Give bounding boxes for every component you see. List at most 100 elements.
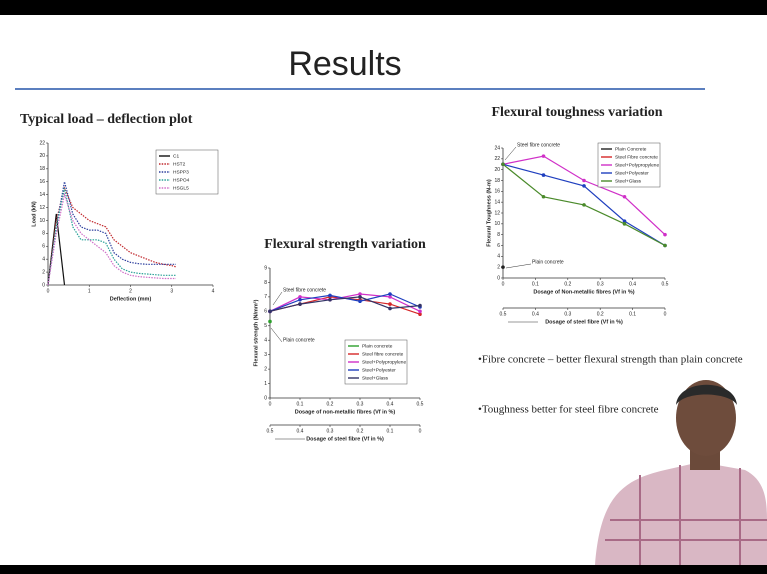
legend-label: HSGL5 bbox=[173, 185, 189, 191]
marker bbox=[541, 154, 546, 158]
x-axis-label: Dosage of non-metallic fibres (Vf in %) bbox=[295, 409, 396, 415]
marker bbox=[388, 295, 392, 299]
legend-label: Steel+Polypropylene bbox=[362, 359, 406, 365]
y-tick-label: 9 bbox=[264, 265, 267, 271]
y-tick-label: 0 bbox=[264, 395, 267, 401]
x2-tick-label: 0.3 bbox=[564, 311, 571, 317]
y-tick-label: 2 bbox=[264, 366, 267, 372]
x2-tick-label: 0.2 bbox=[597, 311, 604, 317]
marker bbox=[418, 312, 422, 317]
y-tick-label: 22 bbox=[494, 156, 500, 162]
slide-title: Results bbox=[288, 45, 401, 83]
legend-label: Steel+Polyester bbox=[615, 170, 649, 176]
x-tick-label: 3 bbox=[170, 288, 173, 294]
chart-title: Flexural toughness variation bbox=[491, 105, 662, 120]
x2-tick-label: 0.4 bbox=[532, 311, 539, 317]
marker bbox=[358, 292, 362, 296]
annotation: Steel fibre concrete bbox=[283, 287, 326, 293]
y-tick-label: 4 bbox=[264, 338, 267, 344]
y-tick-label: 12 bbox=[39, 205, 45, 211]
marker bbox=[663, 243, 667, 248]
marker bbox=[358, 299, 362, 304]
legend-label: Steel+Glass bbox=[615, 178, 642, 184]
x2-tick-label: 0.1 bbox=[629, 311, 636, 317]
y-tick-label: 14 bbox=[494, 199, 500, 205]
x-tick-label: 0.3 bbox=[357, 401, 364, 407]
bullet: •Fibre concrete – better flexural streng… bbox=[478, 354, 743, 366]
y-tick-label: 18 bbox=[39, 166, 45, 172]
marker bbox=[298, 302, 302, 306]
legend-label: Steel+Polypropylene bbox=[615, 162, 659, 168]
x2-tick-label: 0.3 bbox=[327, 428, 334, 434]
marker bbox=[663, 232, 667, 237]
y-axis-label: Load (kN) bbox=[31, 201, 37, 227]
annotation-arrow bbox=[272, 291, 283, 306]
series-line bbox=[47, 186, 177, 286]
marker bbox=[582, 178, 586, 183]
y-tick-label: 14 bbox=[39, 192, 45, 198]
series-line bbox=[47, 192, 176, 286]
x-axis-label: Deflection (mm) bbox=[110, 296, 152, 302]
legend-label: HSPP3 bbox=[173, 169, 189, 175]
y-tick-label: 18 bbox=[494, 178, 500, 184]
y-tick-label: 5 bbox=[264, 323, 267, 329]
marker bbox=[328, 297, 332, 302]
x-tick-label: 0.1 bbox=[532, 281, 539, 287]
y-tick-label: 0 bbox=[497, 275, 500, 281]
legend-label: Steel+Polyester bbox=[362, 367, 396, 373]
x-tick-label: 0 bbox=[269, 401, 272, 407]
y-tick-label: 4 bbox=[42, 257, 45, 263]
marker bbox=[501, 162, 505, 167]
marker bbox=[501, 265, 505, 269]
x-tick-label: 1 bbox=[88, 288, 91, 294]
annotation: Steel fibre concrete bbox=[517, 142, 560, 148]
y-tick-label: 22 bbox=[39, 140, 45, 146]
x2-axis-label: Dosage of steel fibre (Vf in %) bbox=[306, 436, 384, 442]
series-line bbox=[47, 181, 176, 286]
x-tick-label: 0.4 bbox=[387, 401, 394, 407]
y-axis-label: Flexural Toughness (N-m) bbox=[486, 179, 492, 247]
head bbox=[676, 380, 736, 456]
y-axis-label: Flexural strength (N/mm²) bbox=[252, 299, 259, 366]
marker bbox=[622, 222, 627, 226]
chart-title: Flexural strength variation bbox=[264, 237, 426, 252]
marker bbox=[418, 309, 422, 314]
x2-tick-label: 0.4 bbox=[297, 428, 304, 434]
marker bbox=[582, 184, 586, 188]
y-tick-label: 20 bbox=[39, 153, 45, 159]
y-tick-label: 8 bbox=[42, 231, 45, 237]
legend-label: Steel Fibre concrete bbox=[615, 154, 658, 160]
marker bbox=[358, 295, 362, 299]
y-tick-label: 8 bbox=[264, 280, 267, 286]
x-tick-label: 0.5 bbox=[417, 401, 424, 407]
marker bbox=[298, 295, 302, 299]
x-tick-label: 0.2 bbox=[327, 401, 334, 407]
series-line bbox=[47, 213, 66, 286]
y-tick-label: 24 bbox=[494, 145, 500, 151]
x-tick-label: 2 bbox=[129, 288, 132, 294]
x2-tick-label: 0.1 bbox=[387, 428, 394, 434]
marker bbox=[328, 293, 332, 298]
y-tick-label: 0 bbox=[42, 282, 45, 288]
legend-label: HSPO4 bbox=[173, 177, 190, 183]
series-line bbox=[269, 296, 421, 312]
y-tick-label: 16 bbox=[494, 189, 500, 195]
bullet: •Toughness better for steel fibre concre… bbox=[478, 404, 659, 416]
annotation-arrow bbox=[504, 146, 517, 161]
x-axis-label: Dosage of Non-metallic fibres (Vf in %) bbox=[533, 289, 634, 295]
shirt-check bbox=[605, 465, 767, 565]
y-tick-label: 20 bbox=[494, 167, 500, 173]
legend-label: C1 bbox=[173, 153, 179, 159]
y-tick-label: 3 bbox=[264, 352, 267, 358]
y-tick-label: 10 bbox=[494, 221, 500, 227]
x2-tick-label: 0.2 bbox=[357, 428, 364, 434]
marker bbox=[582, 203, 586, 207]
annotation-arrow bbox=[505, 263, 532, 269]
x-tick-label: 0.2 bbox=[564, 281, 571, 287]
x-tick-label: 0.4 bbox=[629, 281, 636, 287]
y-tick-label: 6 bbox=[42, 244, 45, 250]
marker bbox=[622, 219, 627, 223]
marker bbox=[268, 319, 272, 324]
y-tick-label: 6 bbox=[264, 309, 267, 315]
